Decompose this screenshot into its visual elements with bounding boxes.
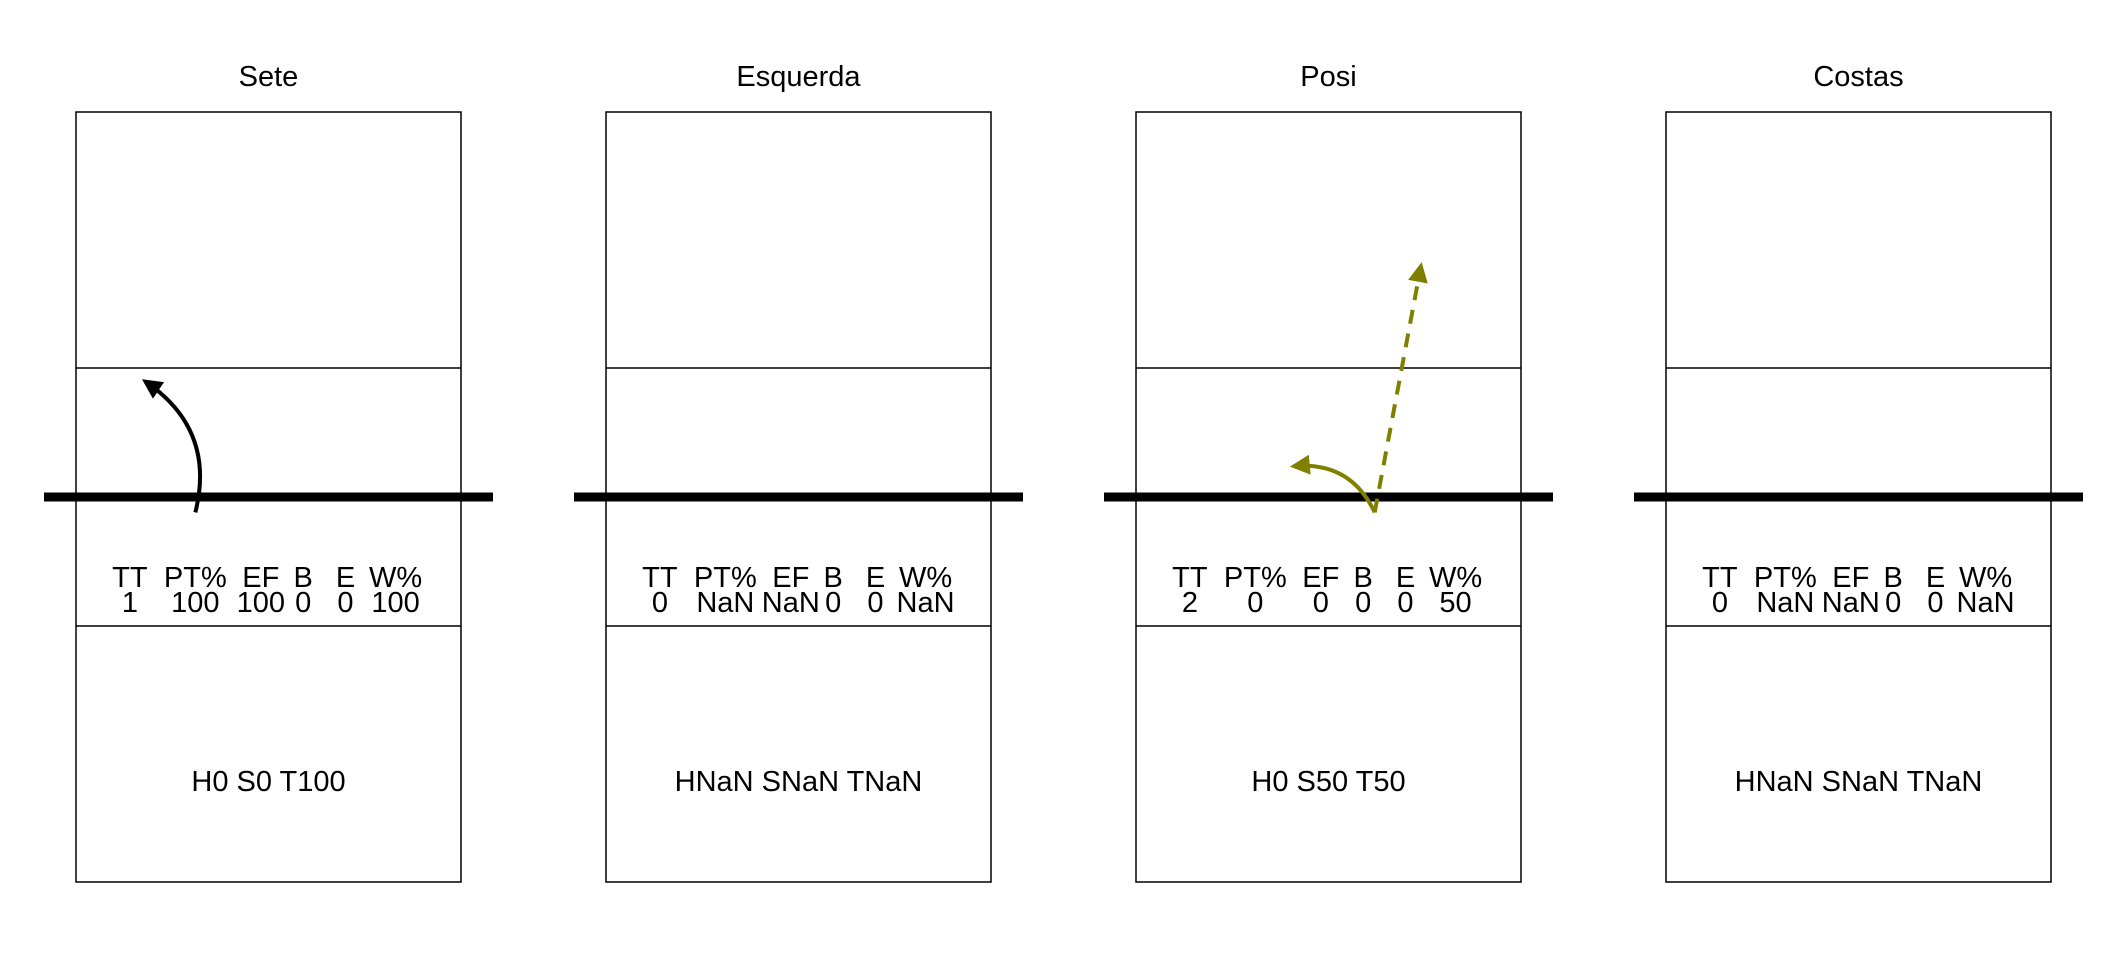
stat-value-e: 0 bbox=[867, 587, 883, 619]
stat-header-ptpct: PT% bbox=[1754, 562, 1817, 594]
stat-header-e: E bbox=[866, 562, 885, 594]
stat-header-tt: TT bbox=[112, 562, 148, 594]
stat-header-wpct: W% bbox=[369, 562, 422, 594]
panel-title: Costas bbox=[1813, 61, 1903, 93]
stat-value-ef: NaN bbox=[1822, 587, 1880, 619]
stat-header-tt: TT bbox=[1172, 562, 1208, 594]
stat-header-b: B bbox=[823, 562, 842, 594]
stat-header-ptpct: PT% bbox=[1224, 562, 1287, 594]
stat-header-wpct: W% bbox=[1429, 562, 1482, 594]
stat-value-ef: NaN bbox=[762, 587, 820, 619]
stat-header-ptpct: PT% bbox=[694, 562, 757, 594]
stat-value-wpct: NaN bbox=[1957, 587, 2015, 619]
stat-value-e: 0 bbox=[1927, 587, 1943, 619]
panel-title: Sete bbox=[239, 61, 299, 93]
stat-header-e: E bbox=[336, 562, 355, 594]
stat-header-b: B bbox=[1883, 562, 1902, 594]
stat-value-tt: 0 bbox=[1712, 587, 1728, 619]
panel-title: Posi bbox=[1300, 61, 1356, 93]
attack-arrow-1 bbox=[1372, 262, 1428, 513]
stat-value-b: 0 bbox=[1355, 587, 1371, 619]
stat-value-ef: 0 bbox=[1313, 587, 1329, 619]
attack-arrow-2 bbox=[1289, 454, 1377, 514]
summary-text: H0 S50 T50 bbox=[1251, 766, 1405, 798]
stat-value-ptpct: 0 bbox=[1247, 587, 1263, 619]
stat-value-tt: 2 bbox=[1182, 587, 1198, 619]
stat-value-b: 0 bbox=[295, 587, 311, 619]
stat-header-wpct: W% bbox=[899, 562, 952, 594]
stat-value-wpct: NaN bbox=[897, 587, 955, 619]
stat-header-tt: TT bbox=[642, 562, 678, 594]
stat-value-b: 0 bbox=[825, 587, 841, 619]
stat-value-ptpct: 100 bbox=[171, 587, 219, 619]
stat-value-ptpct: NaN bbox=[1756, 587, 1814, 619]
stat-value-wpct: 100 bbox=[371, 587, 419, 619]
attack-arrow-1 bbox=[141, 379, 203, 513]
stat-value-e: 0 bbox=[337, 587, 353, 619]
stat-value-ptpct: NaN bbox=[696, 587, 754, 619]
stat-value-tt: 0 bbox=[652, 587, 668, 619]
panel-title: Esquerda bbox=[736, 61, 861, 93]
stat-value-ef: 100 bbox=[237, 587, 285, 619]
stat-header-ef: EF bbox=[1832, 562, 1869, 594]
stat-header-b: B bbox=[1353, 562, 1372, 594]
stat-value-wpct: 50 bbox=[1439, 587, 1471, 619]
stat-value-e: 0 bbox=[1397, 587, 1413, 619]
summary-text: HNaN SNaN TNaN bbox=[1735, 766, 1983, 798]
stat-value-b: 0 bbox=[1885, 587, 1901, 619]
stat-header-ptpct: PT% bbox=[164, 562, 227, 594]
stat-header-ef: EF bbox=[242, 562, 279, 594]
summary-text: H0 S0 T100 bbox=[191, 766, 345, 798]
stat-header-wpct: W% bbox=[1959, 562, 2012, 594]
summary-text: HNaN SNaN TNaN bbox=[675, 766, 923, 798]
stat-header-e: E bbox=[1396, 562, 1415, 594]
stat-header-ef: EF bbox=[1302, 562, 1339, 594]
stat-header-ef: EF bbox=[772, 562, 809, 594]
stat-header-e: E bbox=[1926, 562, 1945, 594]
stat-header-tt: TT bbox=[1702, 562, 1738, 594]
stat-header-b: B bbox=[293, 562, 312, 594]
stat-value-tt: 1 bbox=[122, 587, 138, 619]
